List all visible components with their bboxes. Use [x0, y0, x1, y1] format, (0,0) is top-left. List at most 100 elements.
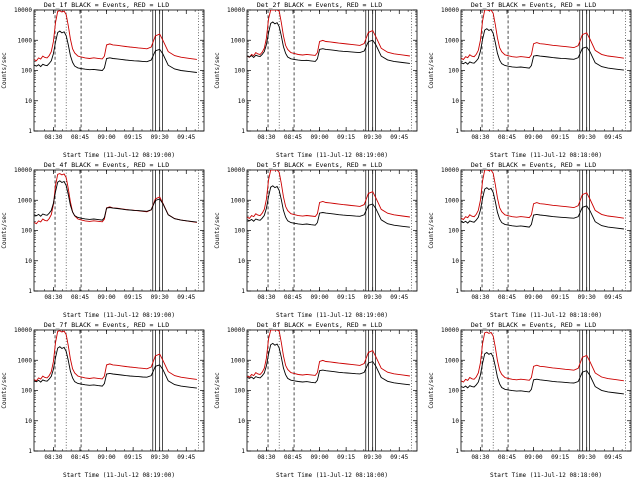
- y-tick-label: 1000: [231, 197, 246, 204]
- y-tick-label: 100: [234, 228, 245, 235]
- x-tick-label: 08:30: [44, 294, 62, 301]
- plot-frame: [33, 9, 205, 132]
- y-axis-label: Counts/sec: [214, 372, 221, 409]
- x-tick-label: 09:30: [577, 134, 595, 141]
- y-axis-label: Counts/sec: [428, 52, 435, 89]
- y-tick-label: 10: [25, 418, 33, 425]
- events-curve: [34, 180, 197, 223]
- events-curve: [460, 187, 624, 230]
- x-tick-label: 08:30: [471, 134, 489, 141]
- y-tick-label: 10000: [14, 7, 32, 14]
- plot-svg-det_7f: Det_7f BLACK = Events, RED = LLD Counts/s…: [1, 321, 205, 479]
- plot-title: Det_4f BLACK = Events, RED = LLD: [44, 161, 169, 169]
- plot-frame: [460, 329, 632, 452]
- x-tick-label: 09:00: [524, 454, 542, 461]
- x-tick-label: 09:15: [124, 134, 142, 141]
- events-curve: [460, 28, 624, 71]
- plot-cell-det-2f: Det_2f BLACK = Events, RED = LLD Counts/s…: [213, 0, 426, 160]
- x-axis-label: Start Time (11-Jul-12 08:18:00): [490, 152, 602, 159]
- y-tick-label: 100: [448, 68, 459, 75]
- y-tick-label: 100: [21, 68, 32, 75]
- x-tick-label: 08:45: [284, 454, 302, 461]
- plot-svg-det_3f: Det_3f BLACK = Events, RED = LLD Counts/s…: [428, 1, 632, 159]
- plot-frame: [460, 9, 632, 132]
- x-tick-label: 08:45: [71, 134, 89, 141]
- x-axis-label: Start Time (11-Jul-12 08:19:00): [276, 152, 388, 159]
- y-axis-label: Counts/sec: [428, 372, 435, 409]
- x-tick-label: 08:30: [471, 454, 489, 461]
- x-tick-label: 09:30: [151, 454, 169, 461]
- y-tick-label: 10: [238, 98, 246, 105]
- y-tick-label: 1000: [231, 37, 246, 44]
- x-tick-label: 08:45: [71, 294, 89, 301]
- plot-title: Det_7f BLACK = Events, RED = LLD: [44, 321, 169, 329]
- y-tick-label: 10: [25, 258, 33, 265]
- plot-svg-det_5f: Det_5f BLACK = Events, RED = LLD Counts/s…: [214, 161, 418, 319]
- y-tick-label: 1: [455, 128, 459, 135]
- x-axis-label: Start Time (11-Jul-12 08:18:00): [276, 472, 388, 479]
- plot-svg-det_9f: Det_9f BLACK = Events, RED = LLD Counts/s…: [428, 321, 632, 479]
- x-tick-label: 09:45: [391, 294, 409, 301]
- x-axis-label: Start Time (11-Jul-12 08:19:00): [276, 312, 388, 319]
- plot-cell-det-8f: Det_8f BLACK = Events, RED = LLD Counts/s…: [213, 320, 426, 480]
- x-tick-label: 09:15: [337, 134, 355, 141]
- events-curve: [247, 21, 411, 64]
- plot-svg-det_8f: Det_8f BLACK = Events, RED = LLD Counts/s…: [214, 321, 418, 479]
- plot-frame: [246, 169, 418, 292]
- y-tick-label: 10000: [227, 327, 245, 334]
- x-tick-label: 08:45: [498, 454, 516, 461]
- y-tick-label: 10000: [441, 167, 459, 174]
- events-curve: [34, 30, 197, 73]
- y-tick-label: 10000: [441, 327, 459, 334]
- x-tick-label: 09:15: [551, 134, 569, 141]
- y-tick-label: 1: [242, 288, 246, 295]
- events-curve: [247, 185, 411, 228]
- x-tick-label: 09:00: [524, 134, 542, 141]
- plot-title: Det_8f BLACK = Events, RED = LLD: [257, 321, 382, 329]
- y-axis-label: Counts/sec: [428, 212, 435, 249]
- y-tick-label: 1000: [231, 357, 246, 364]
- x-tick-label: 08:45: [284, 134, 302, 141]
- x-tick-label: 09:15: [337, 294, 355, 301]
- x-tick-label: 09:45: [177, 134, 195, 141]
- plot-svg-det_6f: Det_6f BLACK = Events, RED = LLD Counts/s…: [428, 161, 632, 319]
- plot-cell-det-1f: Det_1f BLACK = Events, RED = LLD Counts/s…: [0, 0, 213, 160]
- y-tick-label: 10: [238, 418, 246, 425]
- x-tick-label: 09:45: [391, 454, 409, 461]
- y-tick-label: 10: [451, 258, 459, 265]
- x-tick-label: 08:30: [258, 294, 276, 301]
- plot-cell-det-3f: Det_3f BLACK = Events, RED = LLD Counts/s…: [427, 0, 640, 160]
- y-tick-label: 100: [21, 388, 32, 395]
- x-tick-label: 09:30: [151, 294, 169, 301]
- y-tick-label: 1000: [444, 197, 459, 204]
- x-tick-label: 08:30: [44, 454, 62, 461]
- x-tick-label: 09:15: [551, 454, 569, 461]
- x-tick-label: 09:00: [524, 294, 542, 301]
- x-tick-label: 09:15: [551, 294, 569, 301]
- x-tick-label: 09:30: [577, 294, 595, 301]
- y-tick-label: 1: [455, 288, 459, 295]
- x-axis-label: Start Time (11-Jul-12 08:18:00): [490, 472, 602, 479]
- y-tick-label: 10: [238, 258, 246, 265]
- y-tick-label: 1: [455, 448, 459, 455]
- plot-cell-det-9f: Det_9f BLACK = Events, RED = LLD Counts/s…: [427, 320, 640, 480]
- plot-cell-det-7f: Det_7f BLACK = Events, RED = LLD Counts/s…: [0, 320, 213, 480]
- lld-curve: [460, 10, 624, 61]
- x-tick-label: 08:30: [258, 134, 276, 141]
- y-axis-label: Counts/sec: [214, 212, 221, 249]
- y-tick-label: 1: [28, 288, 32, 295]
- x-tick-label: 09:30: [364, 134, 382, 141]
- x-tick-label: 09:45: [177, 294, 195, 301]
- x-tick-label: 09:00: [311, 454, 329, 461]
- x-axis-label: Start Time (11-Jul-12 08:19:00): [63, 312, 175, 319]
- y-tick-label: 10000: [14, 327, 32, 334]
- y-tick-label: 10000: [227, 167, 245, 174]
- y-axis-label: Counts/sec: [1, 212, 8, 249]
- x-tick-label: 08:45: [498, 294, 516, 301]
- lld-curve: [460, 331, 624, 383]
- x-tick-label: 09:30: [577, 454, 595, 461]
- y-tick-label: 1: [242, 128, 246, 135]
- x-tick-label: 09:30: [364, 294, 382, 301]
- plot-svg-det_2f: Det_2f BLACK = Events, RED = LLD Counts/s…: [214, 1, 418, 159]
- x-tick-label: 08:45: [71, 454, 89, 461]
